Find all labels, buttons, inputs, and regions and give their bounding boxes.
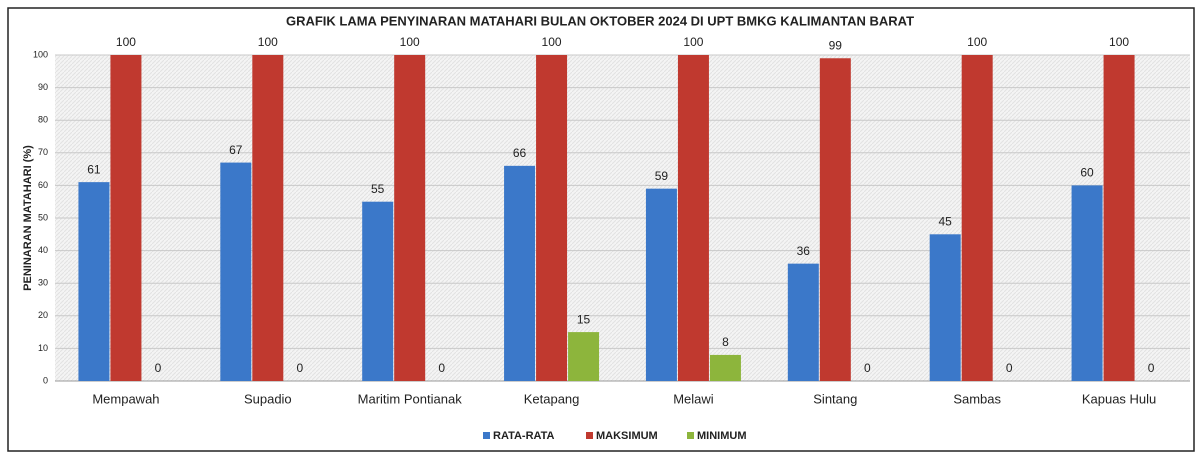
x-tick-label: Mempawah	[92, 391, 159, 406]
data-label: 45	[939, 214, 953, 228]
legend-label: MINIMUM	[697, 430, 747, 442]
data-label: 66	[513, 146, 527, 160]
x-tick-label: Maritim Pontianak	[358, 391, 463, 406]
data-label: 99	[829, 38, 843, 52]
data-label: 0	[438, 361, 445, 375]
data-label: 15	[577, 312, 591, 326]
bar	[1103, 55, 1135, 381]
data-label: 60	[1080, 166, 1094, 180]
data-label: 0	[1148, 361, 1155, 375]
y-tick-label: 60	[38, 180, 48, 190]
data-label: 100	[1109, 35, 1129, 49]
data-label: 100	[258, 35, 278, 49]
data-label: 8	[722, 335, 729, 349]
data-label: 55	[371, 182, 385, 196]
y-tick-label: 30	[38, 278, 48, 288]
y-tick-label: 20	[38, 310, 48, 320]
bar	[677, 55, 709, 381]
y-tick-label: 80	[38, 115, 48, 125]
bar	[362, 201, 394, 381]
legend-swatch	[483, 432, 490, 439]
data-label: 100	[683, 35, 703, 49]
bar	[645, 188, 677, 381]
legend-swatch	[687, 432, 694, 439]
y-tick-label: 0	[43, 375, 48, 385]
y-tick-label: 40	[38, 245, 48, 255]
legend-swatch	[586, 432, 593, 439]
data-label: 100	[542, 35, 562, 49]
bar	[394, 55, 426, 381]
legend-label: MAKSIMUM	[596, 430, 658, 442]
y-tick-label: 90	[38, 82, 48, 92]
x-tick-label: Sambas	[953, 391, 1001, 406]
bar	[819, 58, 851, 381]
bar	[536, 55, 568, 381]
data-label: 0	[1006, 361, 1013, 375]
data-label: 59	[655, 169, 669, 183]
data-label: 36	[797, 244, 811, 258]
data-label: 100	[967, 35, 987, 49]
bar	[1071, 185, 1103, 381]
y-tick-label: 10	[38, 343, 48, 353]
bar	[709, 354, 741, 381]
chart-title: GRAFIK LAMA PENYINARAN MATAHARI BULAN OK…	[286, 13, 914, 28]
y-axis-label: PENINARAN MATAHARI (%)	[22, 145, 34, 291]
data-label: 0	[155, 361, 162, 375]
x-tick-label: Kapuas Hulu	[1082, 391, 1156, 406]
data-label: 100	[400, 35, 420, 49]
bar	[961, 55, 993, 381]
x-tick-label: Ketapang	[524, 391, 580, 406]
data-label: 100	[116, 35, 136, 49]
bar	[504, 165, 536, 381]
bar	[787, 263, 819, 381]
y-tick-label: 100	[33, 49, 48, 59]
y-tick-label: 70	[38, 147, 48, 157]
data-label: 67	[229, 143, 243, 157]
bar	[252, 55, 284, 381]
bar	[568, 332, 600, 381]
data-label: 0	[296, 361, 303, 375]
y-tick-label: 50	[38, 212, 48, 222]
x-tick-label: Melawi	[673, 391, 714, 406]
x-tick-label: Sintang	[813, 391, 857, 406]
bar	[110, 55, 142, 381]
data-label: 0	[864, 361, 871, 375]
data-label: 61	[87, 162, 101, 176]
x-tick-label: Supadio	[244, 391, 292, 406]
legend-label: RATA-RATA	[493, 430, 555, 442]
bar	[929, 234, 961, 381]
bar	[78, 182, 110, 381]
bar	[220, 162, 252, 381]
